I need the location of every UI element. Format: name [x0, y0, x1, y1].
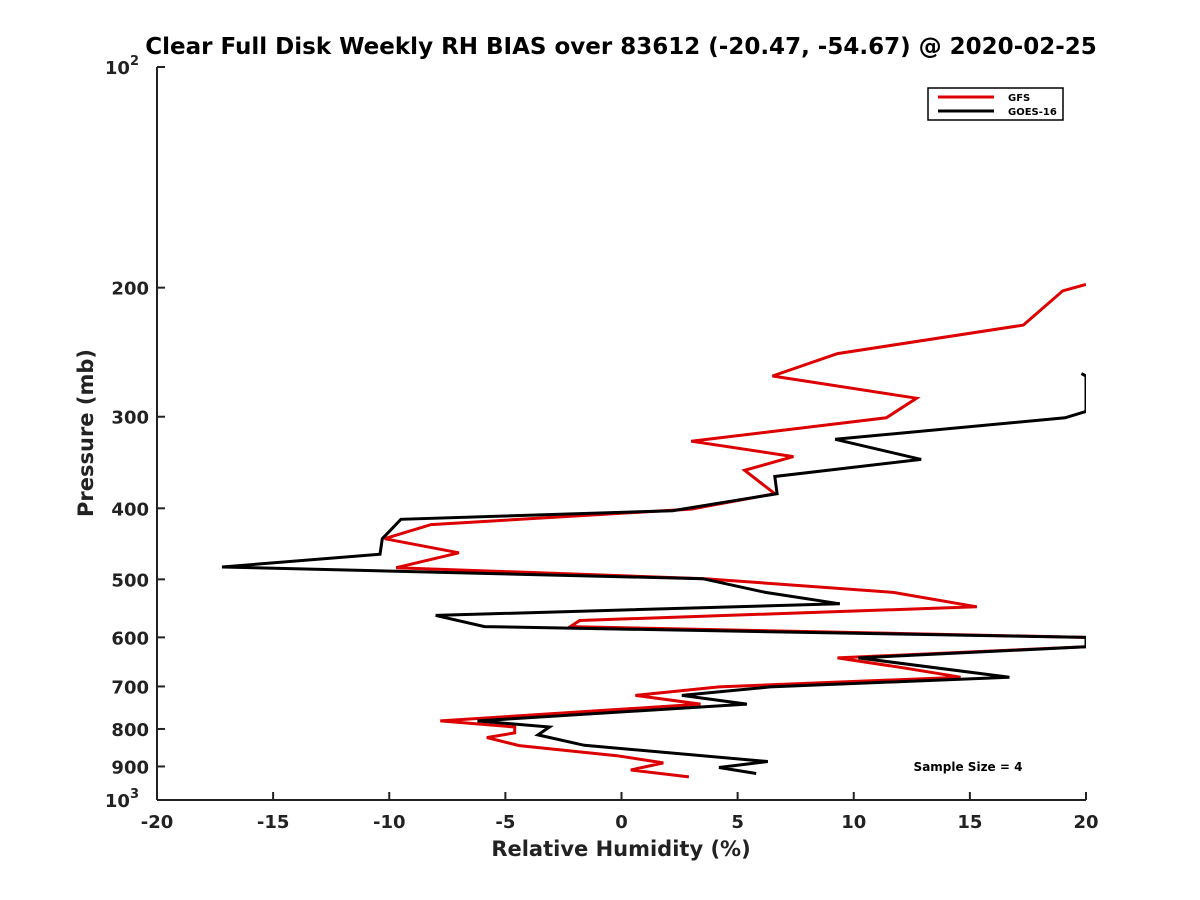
chart-title: Clear Full Disk Weekly RH BIAS over 8361… [145, 34, 1097, 60]
x-tick-label: -15 [257, 812, 290, 833]
x-tick-label: 10 [841, 812, 866, 833]
legend-label: GOES-16 [1008, 107, 1057, 118]
x-tick-label: -20 [141, 812, 174, 833]
legend: GFS GOES-16 [927, 87, 1064, 121]
x-tick-label: 20 [1073, 812, 1098, 833]
y-tick-label: 103 [105, 787, 139, 812]
series-line-gfs [384, 283, 1086, 779]
legend-box [927, 87, 1064, 121]
sample-size-annotation: Sample Size = 4 [914, 760, 1023, 774]
y-tick-label: 400 [111, 499, 149, 520]
y-tick-label: 600 [111, 628, 149, 649]
x-axis-label: Relative Humidity (%) [491, 837, 750, 861]
y-tick-label: 900 [111, 757, 149, 778]
y-tick-label: 500 [111, 570, 149, 591]
x-tick-label: 0 [615, 812, 628, 833]
y-tick-label: 200 [111, 279, 149, 300]
y-tick-label: 102 [105, 54, 139, 79]
y-axis-label: Pressure (mb) [74, 349, 98, 517]
y-tick-label: 800 [111, 720, 149, 741]
series-line-goes-16 [221, 372, 1086, 775]
y-tick-label: 700 [111, 677, 149, 698]
legend-label: GFS [1008, 93, 1030, 104]
x-tick-label: 5 [731, 812, 744, 833]
x-tick-label: -5 [495, 812, 515, 833]
x-tick-label: 15 [957, 812, 982, 833]
x-tick-label: -10 [373, 812, 406, 833]
plot-area: -20 -15 -10 -5 0 5 10 15 20 102 200 300 400 500 600 700… [105, 54, 1099, 833]
y-tick-label: 300 [111, 408, 149, 429]
